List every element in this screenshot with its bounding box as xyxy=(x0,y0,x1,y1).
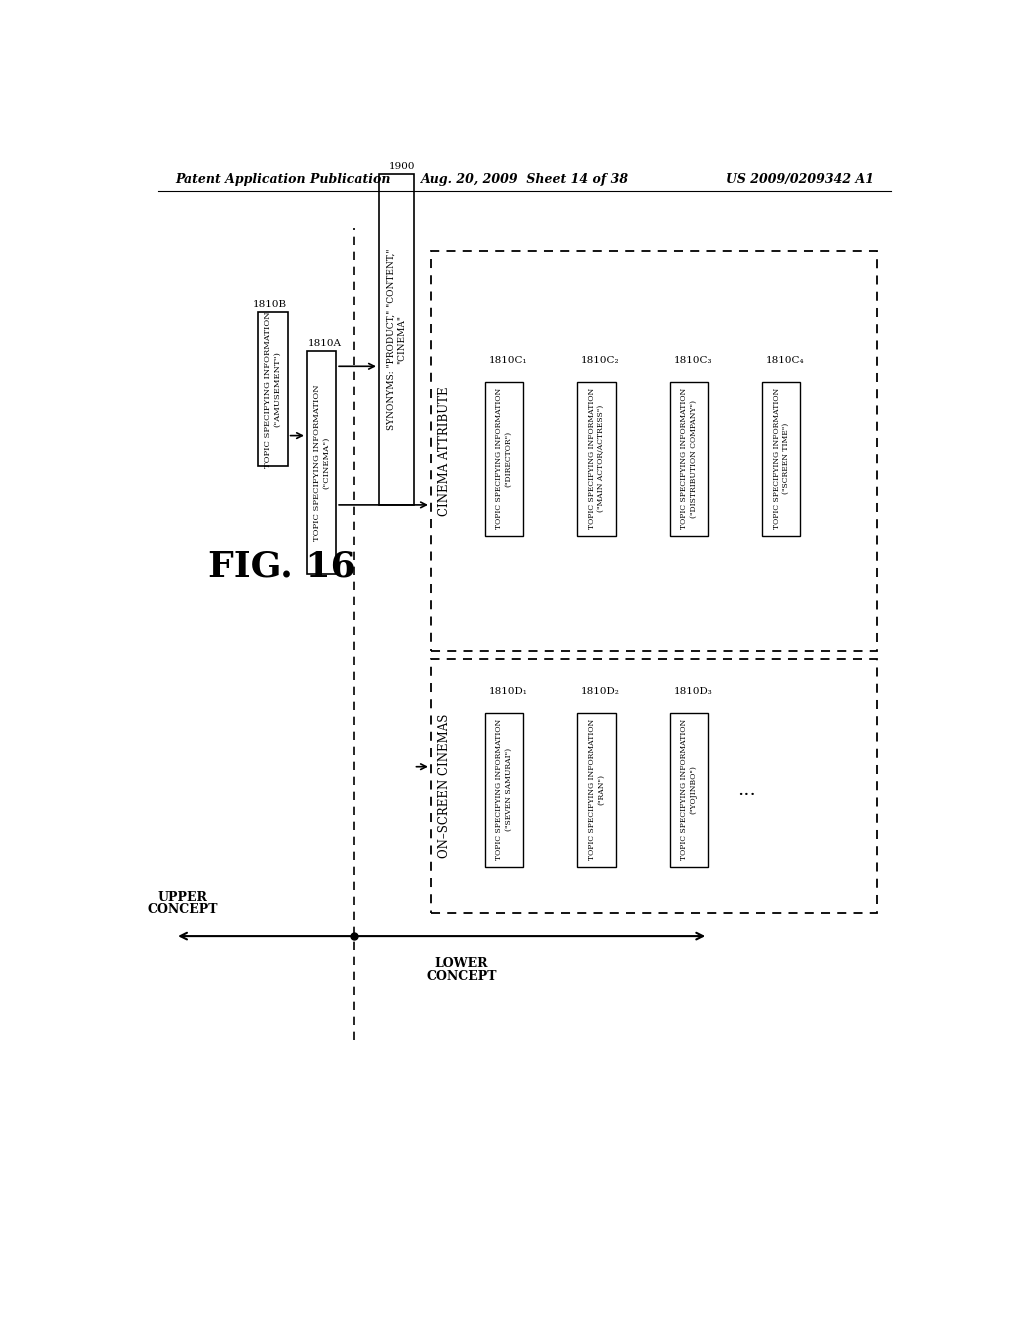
Bar xyxy=(578,713,615,867)
Bar xyxy=(578,381,615,536)
Text: LOWER: LOWER xyxy=(435,957,488,970)
Text: 1810B: 1810B xyxy=(253,300,287,309)
Text: 1810C₃: 1810C₃ xyxy=(674,355,712,364)
Bar xyxy=(670,713,708,867)
Text: TOPIC SPECIFYING INFORMATION
("YOJINBO"): TOPIC SPECIFYING INFORMATION ("YOJINBO") xyxy=(680,719,697,861)
Text: US 2009/0209342 A1: US 2009/0209342 A1 xyxy=(726,173,874,186)
Text: 1810C₄: 1810C₄ xyxy=(766,355,805,364)
Text: TOPIC SPECIFYING INFORMATION
("DIRECTOR"): TOPIC SPECIFYING INFORMATION ("DIRECTOR"… xyxy=(496,388,513,529)
Text: 1810D₁: 1810D₁ xyxy=(488,686,527,696)
Text: 1810A: 1810A xyxy=(307,339,342,347)
Bar xyxy=(258,313,288,466)
Text: 1810D₂: 1810D₂ xyxy=(581,686,620,696)
Bar xyxy=(484,713,523,867)
Text: 1810C₂: 1810C₂ xyxy=(581,355,620,364)
Bar xyxy=(484,381,523,536)
Bar xyxy=(431,659,878,913)
Bar xyxy=(762,381,801,536)
Text: 1810C₁: 1810C₁ xyxy=(488,355,527,364)
Text: TOPIC SPECIFYING INFORMATION
("SEVEN SAMURAI"): TOPIC SPECIFYING INFORMATION ("SEVEN SAM… xyxy=(496,719,513,861)
Text: SYNONYMS: "PRODUCT," "CONTENT,"
"CINEMA": SYNONYMS: "PRODUCT," "CONTENT," "CINEMA" xyxy=(386,248,406,430)
Bar xyxy=(379,174,414,506)
Text: TOPIC SPECIFYING INFORMATION
("MAIN ACTOR/ACTRESS"): TOPIC SPECIFYING INFORMATION ("MAIN ACTO… xyxy=(588,388,605,529)
Text: TOPIC SPECIFYING INFORMATION
("RAN"): TOPIC SPECIFYING INFORMATION ("RAN") xyxy=(588,719,605,861)
Bar xyxy=(307,351,336,574)
Text: TOPIC SPECIFYING INFORMATION
("CINEMA"): TOPIC SPECIFYING INFORMATION ("CINEMA") xyxy=(313,384,330,541)
Text: CINEMA ATTRIBUTE: CINEMA ATTRIBUTE xyxy=(438,387,452,516)
Text: UPPER: UPPER xyxy=(158,891,208,904)
Text: Aug. 20, 2009  Sheet 14 of 38: Aug. 20, 2009 Sheet 14 of 38 xyxy=(421,173,629,186)
Text: 1900: 1900 xyxy=(389,161,416,170)
Text: TOPIC SPECIFYING INFORMATION
("AMUSEMENT"): TOPIC SPECIFYING INFORMATION ("AMUSEMENT… xyxy=(264,312,282,467)
Text: TOPIC SPECIFYING INFORMATION
("DISTRIBUTION COMPANY"): TOPIC SPECIFYING INFORMATION ("DISTRIBUT… xyxy=(680,388,697,529)
Text: TOPIC SPECIFYING INFORMATION
("SCREEN TIME"): TOPIC SPECIFYING INFORMATION ("SCREEN TI… xyxy=(773,388,790,529)
Text: FIG. 16: FIG. 16 xyxy=(208,549,355,583)
Text: 1810D₃: 1810D₃ xyxy=(674,686,712,696)
Text: CONCEPT: CONCEPT xyxy=(426,970,497,982)
Text: ...: ... xyxy=(737,781,756,799)
Text: ON–SCREEN CINEMAS: ON–SCREEN CINEMAS xyxy=(438,714,452,858)
Text: CONCEPT: CONCEPT xyxy=(147,903,218,916)
Bar xyxy=(670,381,708,536)
Bar xyxy=(431,251,878,651)
Text: Patent Application Publication: Patent Application Publication xyxy=(175,173,391,186)
